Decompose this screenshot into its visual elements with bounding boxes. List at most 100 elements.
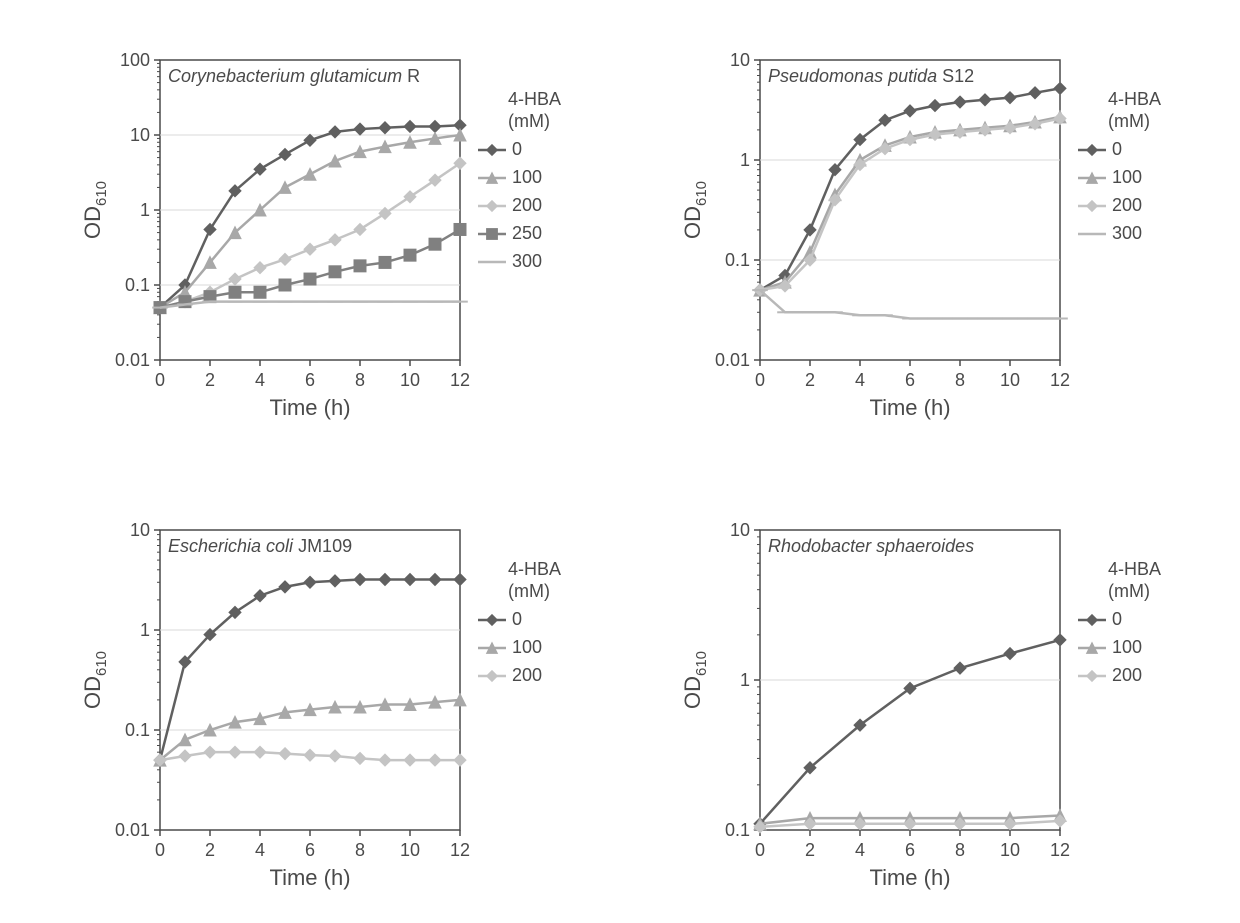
svg-text:OD610: OD610 xyxy=(680,181,710,239)
legend: 4-HBA(mM) 0 100 200 300 xyxy=(1078,89,1161,243)
xtick-label: 2 xyxy=(805,370,815,390)
plot-area xyxy=(160,530,460,830)
xtick-label: 8 xyxy=(955,370,965,390)
panel-pseudomonas: 0.010.1110024681012Time (h)OD610Pseudomo… xyxy=(660,40,1190,440)
panel-title: Corynebacterium glutamicum R xyxy=(168,66,420,86)
legend: 4-HBA(mM) 0 100 200 xyxy=(478,559,561,685)
legend-title: 4-HBA xyxy=(508,89,561,109)
xtick-label: 0 xyxy=(755,840,765,860)
series-300 xyxy=(152,302,468,308)
xtick-label: 6 xyxy=(305,370,315,390)
legend-item-label: 0 xyxy=(512,139,522,159)
legend-item-label: 300 xyxy=(512,251,542,271)
ytick-label: 1 xyxy=(140,620,150,640)
legend-item-label: 100 xyxy=(1112,637,1142,657)
svg-text:OD610: OD610 xyxy=(80,181,110,239)
legend-item-label: 200 xyxy=(1112,195,1142,215)
ytick-label: 0.01 xyxy=(115,350,150,370)
legend-item-label: 200 xyxy=(1112,665,1142,685)
panel-corynebacterium: 0.01 0.1 1 10 100 0 2 4 6 8 10 12 Time (h) OD610 Coryn… xyxy=(60,40,590,440)
x-axis-label: Time (h) xyxy=(269,865,350,890)
ytick-label: 100 xyxy=(120,50,150,70)
xtick-label: 6 xyxy=(905,370,915,390)
xtick-label: 10 xyxy=(400,370,420,390)
xtick-label: 12 xyxy=(450,370,470,390)
series-100 xyxy=(154,129,466,314)
y-axis-label: OD610 xyxy=(80,651,110,709)
legend: 4-HBA(mM) 0 100 200 xyxy=(1078,559,1161,685)
legend-subtitle: (mM) xyxy=(1108,581,1150,601)
ytick-label: 10 xyxy=(730,50,750,70)
legend-item-label: 100 xyxy=(1112,167,1142,187)
figure-container: 0.010.1110100024681012Time (h)OD610Coryn… xyxy=(0,0,1240,923)
xtick-label: 12 xyxy=(1050,840,1070,860)
svg-text:OD610: OD610 xyxy=(80,651,110,709)
panel-title: Rhodobacter sphaeroides xyxy=(768,536,974,556)
legend-item-label: 100 xyxy=(512,167,542,187)
y-axis-label: OD610 xyxy=(80,181,110,239)
legend-title: 4-HBA xyxy=(1108,89,1161,109)
xtick-label: 10 xyxy=(1000,840,1020,860)
legend-item-label: 200 xyxy=(512,195,542,215)
xtick-label: 12 xyxy=(1050,370,1070,390)
legend-subtitle: (mM) xyxy=(508,111,550,131)
legend-subtitle: (mM) xyxy=(1108,111,1150,131)
series-0 xyxy=(154,573,466,766)
series-250 xyxy=(154,223,466,313)
panel-title: Pseudomonas putida S12 xyxy=(768,66,974,86)
x-axis-label: Time (h) xyxy=(869,395,950,420)
series-200 xyxy=(754,113,1066,297)
legend: 4-HBA(mM) 0 100 200 250 300 xyxy=(478,89,561,271)
ytick-label: 10 xyxy=(130,125,150,145)
xtick-label: 8 xyxy=(955,840,965,860)
legend-title: 4-HBA xyxy=(508,559,561,579)
ytick-label: 0.1 xyxy=(125,275,150,295)
ytick-label: 0.1 xyxy=(725,820,750,840)
panel-ecoli: 0.010.1110024681012Time (h)OD610Escheric… xyxy=(60,510,590,910)
ytick-label: 1 xyxy=(740,150,750,170)
legend-item-label: 250 xyxy=(512,223,542,243)
xtick-label: 4 xyxy=(255,840,265,860)
legend-item-label: 300 xyxy=(1112,223,1142,243)
ytick-label: 1 xyxy=(740,670,750,690)
xtick-label: 4 xyxy=(855,370,865,390)
panel-rhodobacter: 0.1110024681012Time (h)OD610Rhodobacter … xyxy=(660,510,1190,910)
ytick-label: 0.1 xyxy=(725,250,750,270)
xtick-label: 12 xyxy=(450,840,470,860)
xtick-label: 6 xyxy=(305,840,315,860)
xtick-label: 2 xyxy=(205,370,215,390)
xtick-label: 6 xyxy=(905,840,915,860)
xtick-label: 4 xyxy=(855,840,865,860)
x-axis-label: Time (h) xyxy=(269,395,350,420)
y-axis-label: OD610 xyxy=(680,181,710,239)
xtick-label: 10 xyxy=(1000,370,1020,390)
x-axis-label: Time (h) xyxy=(869,865,950,890)
legend-subtitle: (mM) xyxy=(508,581,550,601)
legend-item-label: 100 xyxy=(512,637,542,657)
legend-item-label: 200 xyxy=(512,665,542,685)
legend-title: 4-HBA xyxy=(1108,559,1161,579)
svg-text:OD610: OD610 xyxy=(680,651,710,709)
legend-item-label: 0 xyxy=(512,609,522,629)
series-300 xyxy=(752,290,1068,318)
xtick-label: 2 xyxy=(805,840,815,860)
panel-title: Escherichia coli JM109 xyxy=(168,536,352,556)
ytick-label: 0.01 xyxy=(715,350,750,370)
series-0 xyxy=(754,634,1066,830)
xtick-label: 0 xyxy=(155,840,165,860)
xtick-label: 10 xyxy=(400,840,420,860)
xtick-label: 4 xyxy=(255,370,265,390)
series-200 xyxy=(154,746,466,766)
ytick-label: 0.1 xyxy=(125,720,150,740)
legend-item-label: 0 xyxy=(1112,609,1122,629)
xtick-label: 8 xyxy=(355,370,365,390)
ytick-label: 10 xyxy=(730,520,750,540)
xtick-label: 0 xyxy=(755,370,765,390)
ytick-label: 0.01 xyxy=(115,820,150,840)
xtick-label: 8 xyxy=(355,840,365,860)
y-axis-label: OD610 xyxy=(680,651,710,709)
ytick-label: 1 xyxy=(140,200,150,220)
ytick-label: 10 xyxy=(130,520,150,540)
legend-item-label: 0 xyxy=(1112,139,1122,159)
xtick-label: 2 xyxy=(205,840,215,860)
